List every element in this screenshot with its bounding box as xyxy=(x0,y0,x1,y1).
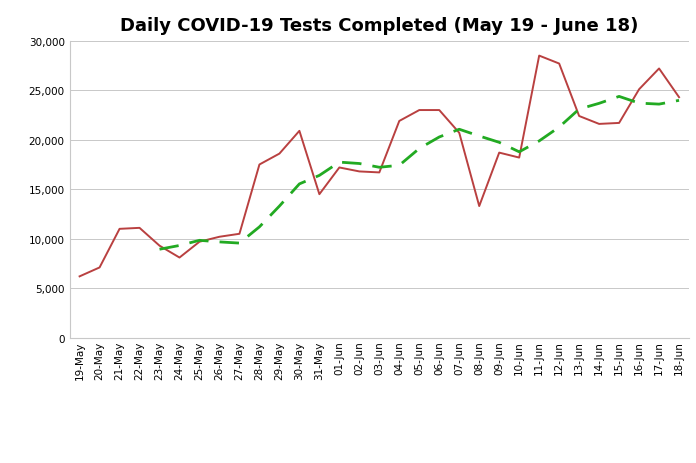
Title: Daily COVID-19 Tests Completed (May 19 - June 18): Daily COVID-19 Tests Completed (May 19 -… xyxy=(120,17,638,35)
